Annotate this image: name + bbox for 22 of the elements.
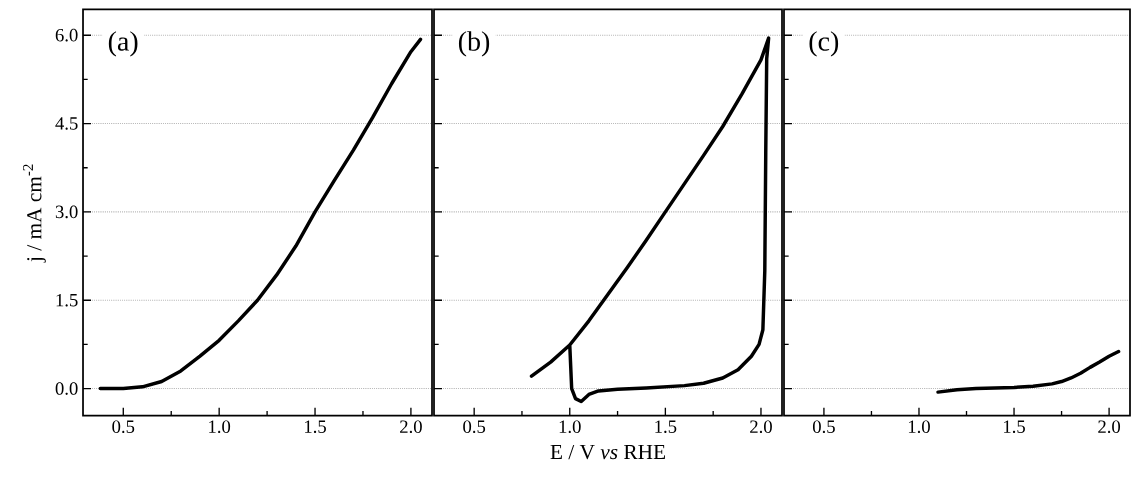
x-tick-label: 2.0 (400, 420, 422, 434)
x-tick-label: 0.5 (112, 420, 135, 434)
y-axis-title: j / mA cm$^{-2}$ (23, 164, 46, 263)
x-tick-label: 1.0 (908, 420, 930, 434)
x-tick-label: 0.5 (463, 420, 486, 434)
x-tick-label: 1.0 (209, 420, 231, 434)
x-tick-label: 2.0 (1098, 420, 1121, 434)
x-tick-label: 1.0 (559, 420, 581, 434)
y-tick-label: 3.0 (55, 205, 78, 219)
annotation: (c) (809, 31, 839, 57)
y-tick-label: 4.5 (55, 117, 78, 130)
x-tick-label: 1.5 (655, 420, 677, 433)
annotation: (b) (458, 31, 490, 57)
x-axis-title: E / V vs RHE (550, 444, 665, 460)
annotation: (a) (108, 31, 138, 57)
x-tick-label: 1.5 (1004, 420, 1025, 433)
x-tick-label: 0.5 (812, 420, 835, 434)
x-tick-label: 1.5 (305, 420, 326, 433)
y-tick-label: 6.0 (55, 28, 78, 42)
y-tick-label: 1.5 (56, 293, 78, 307)
x-tick-label: 2.0 (750, 420, 772, 434)
y-tick-label: 0.0 (55, 382, 78, 395)
